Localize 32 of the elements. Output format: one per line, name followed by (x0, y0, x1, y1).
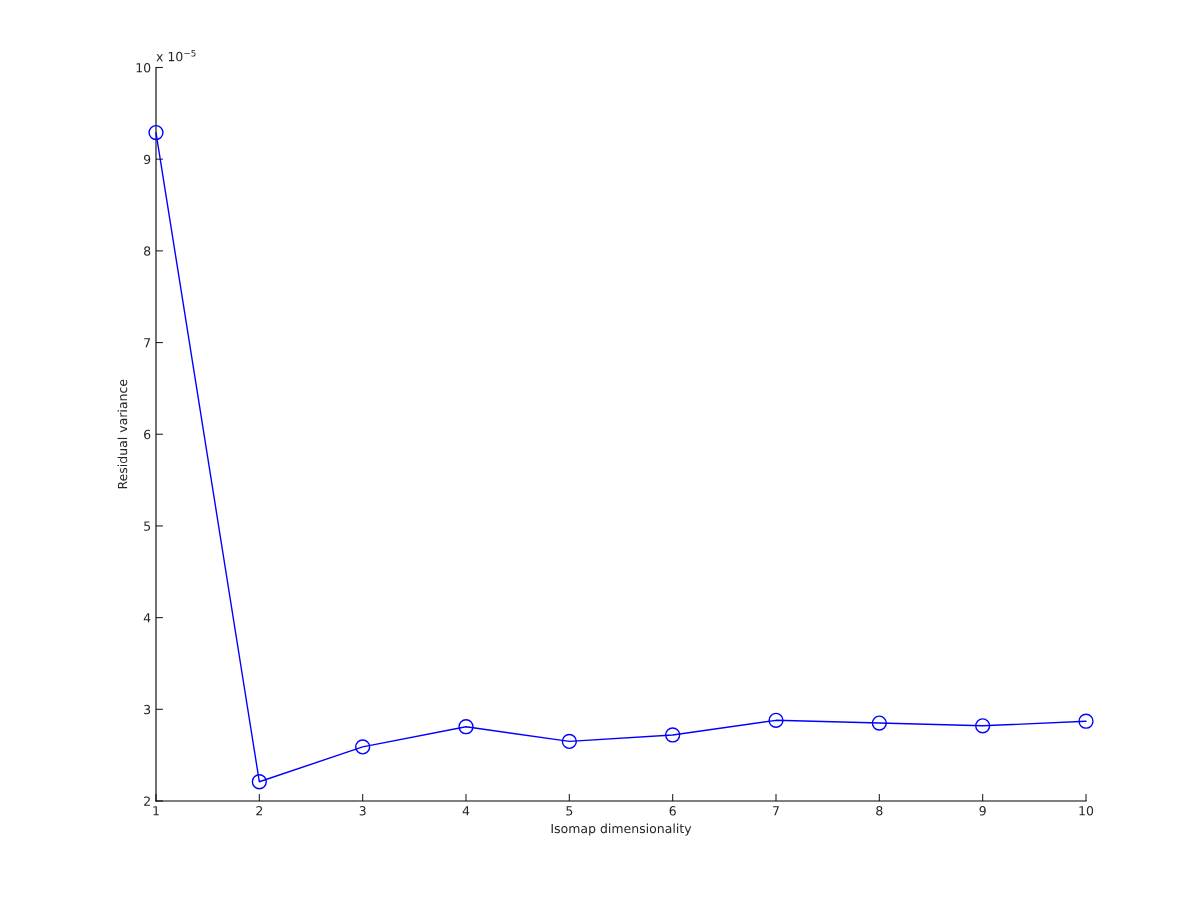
point (975, 718, 991, 734)
y-tick-label: 8 (144, 246, 151, 256)
x-tick-label: 3 (359, 806, 366, 816)
x-tick-label: 9 (979, 806, 986, 816)
y-tick-label: 10 (136, 62, 151, 73)
y-tick-label: 9 (143, 154, 151, 165)
y-axis-title: Residual variance (117, 379, 128, 489)
point (148, 124, 164, 141)
x-tick-label: 5 (566, 806, 573, 816)
y-tick-label: 4 (143, 613, 151, 623)
x-axis-title: Isomap dimensionality (551, 823, 692, 836)
x-tick-label: 1 (153, 806, 159, 816)
y-tick-label: 7 (144, 338, 151, 348)
point (355, 739, 371, 755)
x-tick-label: 8 (876, 806, 883, 816)
y-tick-label: 3 (144, 704, 151, 715)
point (665, 727, 681, 743)
text: x 10$^{−5}$ (156, 49, 196, 62)
x-tick-label: 10 (1079, 806, 1094, 816)
point (458, 719, 474, 735)
point (251, 774, 267, 790)
point (871, 715, 887, 731)
y-tick-label: 6 (144, 429, 151, 440)
x-tick-label: 4 (462, 806, 470, 816)
x-tick-label: 6 (669, 806, 676, 816)
point (561, 733, 577, 750)
point (768, 712, 784, 728)
x-tick-label: 7 (773, 806, 779, 816)
y-tick-label: 5 (144, 521, 151, 531)
point (1078, 713, 1094, 729)
y-tick-label: 2 (144, 796, 150, 806)
x-tick-label: 2 (256, 806, 263, 816)
